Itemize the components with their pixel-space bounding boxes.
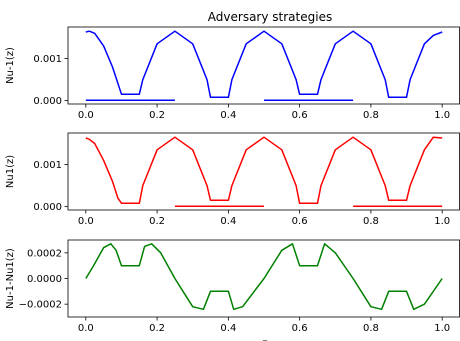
x-tick-label: 0.8 (363, 216, 379, 227)
y-axis-label: Nu-1(z) (5, 47, 16, 84)
y-tick-label: 0.001 (33, 54, 62, 65)
panel-nu-minus-1: 0.0 0.2 0.4 0.6 0.8 1.0 0.000 0.001 Nu-1(z) (5, 26, 460, 121)
y-tick-label: 0.000 (33, 202, 62, 213)
axes-frame (67, 132, 460, 211)
x-tick-label: 0.2 (149, 110, 165, 121)
x-tick-label: 0.6 (292, 216, 308, 227)
x-tick-label: 0.4 (220, 216, 236, 227)
axes-frame (67, 26, 460, 105)
y-tick-label: 0.000 (33, 96, 62, 107)
x-tick-label: 0.4 (220, 323, 236, 334)
x-tick-label: 0.2 (149, 216, 165, 227)
x-tick-label: 0.4 (220, 110, 236, 121)
x-tick-label: 0.6 (292, 323, 308, 334)
y-axis-label: Nu-1-Nu1(z) (5, 248, 16, 309)
x-tick-label: 0.0 (78, 323, 94, 334)
x-tick-label: 0.0 (78, 110, 94, 121)
x-tick-label: 0.0 (78, 216, 94, 227)
y-tick-label: 0.0000 (27, 274, 62, 285)
y-tick-label: 0.001 (33, 160, 62, 171)
series-line (85, 30, 443, 99)
x-tick-label: 0.2 (149, 323, 165, 334)
x-tick-label: 0.6 (292, 110, 308, 121)
y-axis-label: Nu1(z) (5, 155, 16, 188)
x-tick-label: 1.0 (434, 323, 450, 334)
y-tick-label: 0.0002 (27, 248, 62, 259)
x-axis-label: z (262, 338, 267, 341)
panel-nu-difference: 0.0 0.2 0.4 0.6 0.8 1.0 −0.0002 0.0000 0.0002 Nu-… (5, 239, 460, 334)
x-tick-label: 1.0 (434, 216, 450, 227)
series-line (85, 136, 443, 205)
x-tick-label: 0.8 (363, 323, 379, 334)
chart-title: Adversary strategies (208, 10, 332, 24)
y-tick-label: −0.0002 (19, 300, 62, 311)
x-tick-label: 0.8 (363, 110, 379, 121)
series-line (85, 243, 443, 311)
panel-nu-1: 0.0 0.2 0.4 0.6 0.8 1.0 0.000 0.001 Nu1(z) (5, 132, 460, 227)
x-tick-label: 1.0 (434, 110, 450, 121)
